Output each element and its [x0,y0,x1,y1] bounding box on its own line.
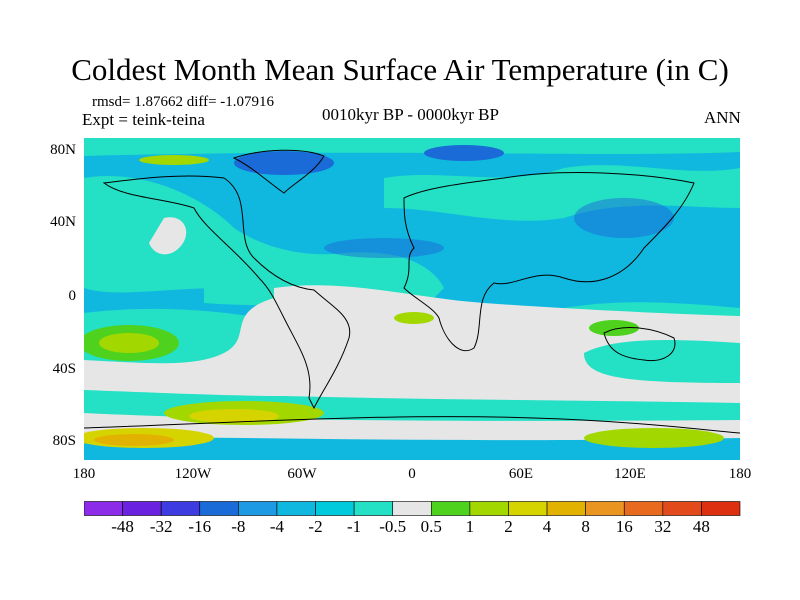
x-tick-120e: 120E [614,466,646,482]
colorbar [84,501,741,516]
y-tick-40n: 40N [50,214,76,230]
colorbar-box [430,501,471,516]
colorbar-label: 16 [615,517,633,536]
colorbar-box [469,501,509,516]
x-tick-60e: 60E [508,466,534,482]
colorbar-box [623,501,664,516]
colorbar-label: 0.5 [420,517,442,536]
x-tick-120w: 120W [174,466,212,482]
temperature-map [84,138,740,460]
period-label: 0010kyr BP - 0000kyr BP [322,105,499,124]
colorbar-label: -48 [111,517,134,536]
plot-title: Coldest Month Mean Surface Air Temperatu… [71,52,729,87]
x-tick-0: 0 [408,466,416,482]
negative-anomaly-regions [234,145,674,258]
colorbar-label: 2 [504,517,513,536]
colorbar-label: 32 [654,517,672,536]
colorbar-label: -1 [347,517,362,536]
y-tick-80s: 80S [52,433,76,449]
colorbar-label: 48 [692,517,710,536]
colorbar-box [701,501,741,516]
positive-anomaly-regions [84,155,724,448]
colorbar-box [585,501,625,516]
colorbar-label: -2 [308,517,323,536]
colorbar-label: -32 [149,517,173,536]
experiment-label: Expt = teink-teina [82,110,205,129]
colorbar-box [160,501,201,516]
season-label: ANN [704,108,741,127]
colorbar-label: 8 [581,517,590,536]
colorbar-box [392,501,432,516]
colorbar-box [353,501,394,516]
colorbar-box [276,501,316,516]
coastlines [84,149,740,434]
colorbar-label: -0.5 [379,517,407,536]
colorbar-box [238,501,278,516]
x-tick-60w: 60W [287,466,317,482]
colorbar-label: 1 [465,517,475,536]
colorbar-box [84,501,123,516]
colorbar-label: -4 [269,517,285,536]
colorbar-box [315,501,355,516]
colorbar-label: 4 [542,517,552,536]
y-tick-0: 0 [68,288,77,304]
colorbar-box [122,501,162,516]
colorbar-box [546,501,586,516]
y-tick-40s: 40S [52,361,76,377]
colorbar-box [662,501,702,516]
stats-label: rmsd= 1.87662 diff= -1.07916 [92,94,275,110]
y-tick-80n: 80N [50,142,76,158]
colorbar-label: -16 [188,517,212,536]
colorbar-box [199,501,239,516]
x-tick-180w: 180 [72,466,96,482]
x-tick-180e: 180 [728,466,752,482]
colorbar-label: -8 [231,517,246,536]
colorbar-box [508,501,548,516]
